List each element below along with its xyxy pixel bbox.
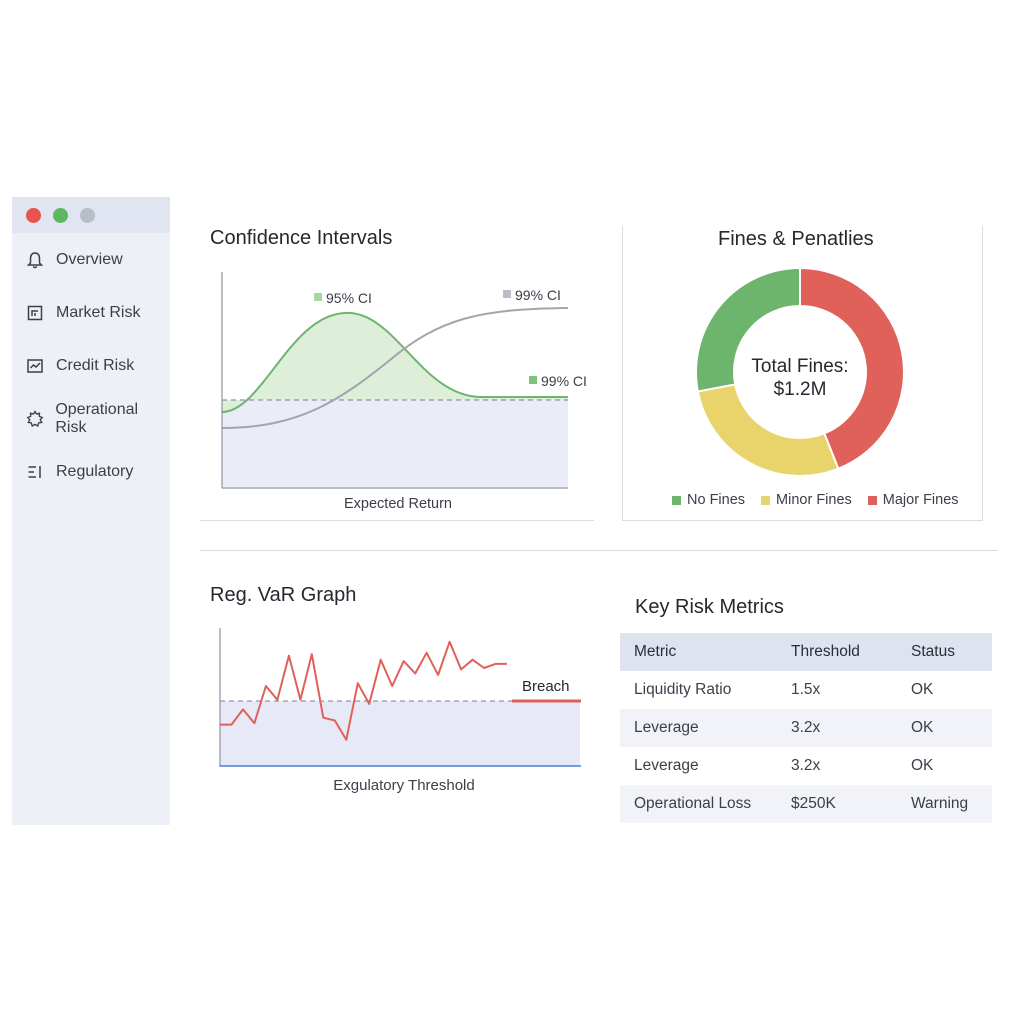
threshold-cell: 3.2x — [779, 709, 897, 747]
legend-label: Minor Fines — [776, 492, 852, 508]
ci99-lower-legend-swatch — [529, 376, 537, 384]
donut-slice-no-fines — [695, 266, 801, 393]
sidebar-item-market-risk[interactable]: Market Risk — [12, 286, 170, 339]
breach-label: Breach — [522, 678, 570, 695]
donut-center-line2: $1.2M — [774, 379, 827, 400]
legend-label: No Fines — [687, 492, 746, 508]
donut-center-line1: Total Fines: — [751, 356, 848, 377]
ci99-line — [221, 307, 569, 429]
var-x-axis-label: Exgulatory Threshold — [333, 777, 474, 794]
sidebar-item-label: Regulatory — [56, 462, 134, 480]
status-cell: OK — [911, 681, 934, 698]
ci99-lower-label: 99% CI — [541, 373, 587, 389]
ci95-area — [222, 312, 568, 412]
confidence-intervals-title: Confidence Intervals — [210, 227, 393, 249]
sidebar-item-label: Operational Risk — [55, 400, 139, 436]
minimize-window-button[interactable] — [53, 207, 68, 223]
metric-cell: Leverage — [620, 709, 779, 747]
maximize-window-button[interactable] — [80, 207, 95, 223]
sidebar: Overview Market Risk Credit Risk Operati… — [12, 197, 170, 825]
threshold-cell: 3.2x — [791, 757, 821, 774]
sidebar-item-label: Credit Risk — [56, 356, 135, 374]
legend-swatch — [867, 495, 877, 505]
table-row: Liquidity Ratio 1.5x OK — [620, 671, 992, 709]
metric-cell: Liquidity Ratio — [634, 681, 732, 698]
table-row: Leverage 3.2x OK — [620, 747, 992, 785]
divider — [200, 550, 998, 551]
ci95-label: 95% CI — [326, 290, 372, 306]
sidebar-item-operational-risk[interactable]: Operational Risk — [12, 392, 170, 445]
sidebar-item-regulatory[interactable]: Regulatory — [12, 445, 170, 498]
fines-penalties-title: Fines & Penatlies — [718, 228, 874, 250]
var-graph-title: Reg. VaR Graph — [210, 584, 357, 606]
status-cell: Warning — [897, 785, 992, 823]
ci95-legend-swatch — [314, 293, 322, 301]
ci-band — [222, 400, 568, 487]
metric-cell: Leverage — [634, 757, 699, 774]
ci99-upper-label: 99% CI — [515, 287, 561, 303]
table-row: Operational Loss $250K Warning — [620, 785, 992, 823]
legend-item: No Fines — [672, 492, 745, 508]
sidebar-item-credit-risk[interactable]: Credit Risk — [12, 339, 170, 392]
key-risk-metrics-table: Metric Threshold Status Liquidity Ratio … — [620, 633, 992, 823]
divider — [622, 520, 983, 521]
sidebar-item-overview[interactable]: Overview — [12, 233, 170, 286]
bell-icon — [24, 249, 46, 271]
gear-icon — [24, 408, 45, 430]
table-header-row: Metric Threshold Status — [620, 633, 992, 671]
donut-slice-major-fines — [799, 266, 905, 470]
table-row: Leverage 3.2x OK — [620, 709, 992, 747]
ci95-line — [221, 311, 568, 413]
divider — [200, 520, 594, 521]
column-header-metric[interactable]: Metric — [620, 633, 779, 671]
var-band — [220, 701, 580, 766]
legend-item: Major Fines — [867, 492, 959, 508]
list-icon — [24, 461, 46, 483]
key-risk-metrics-title: Key Risk Metrics — [635, 596, 784, 618]
divider — [622, 226, 623, 521]
metric-cell: Operational Loss — [620, 785, 779, 823]
column-header-status[interactable]: Status — [897, 633, 992, 671]
legend-item: Minor Fines — [761, 492, 852, 508]
window-titlebar — [12, 197, 170, 233]
legend-swatch — [761, 495, 771, 505]
sidebar-item-label: Market Risk — [56, 303, 141, 321]
divider — [982, 226, 983, 521]
legend-swatch — [672, 495, 681, 505]
credit-chart-icon — [24, 355, 46, 377]
var-series-line — [220, 640, 507, 741]
market-chart-icon — [24, 302, 46, 324]
close-window-button[interactable] — [26, 207, 41, 223]
ci-x-axis-label: Expected Return — [344, 496, 452, 512]
fines-donut-chart: Total Fines: $1.2M — [695, 266, 905, 477]
column-header-threshold[interactable]: Threshold — [779, 633, 897, 671]
status-cell: OK — [911, 757, 934, 774]
sidebar-item-label: Overview — [56, 250, 123, 268]
legend-label: Major Fines — [882, 492, 959, 508]
status-cell: OK — [897, 709, 992, 747]
fines-legend: No Fines Minor Fines Major Fines — [672, 492, 959, 508]
threshold-cell: $250K — [779, 785, 897, 823]
ci99-upper-legend-swatch — [503, 290, 511, 298]
threshold-cell: 1.5x — [791, 681, 821, 698]
